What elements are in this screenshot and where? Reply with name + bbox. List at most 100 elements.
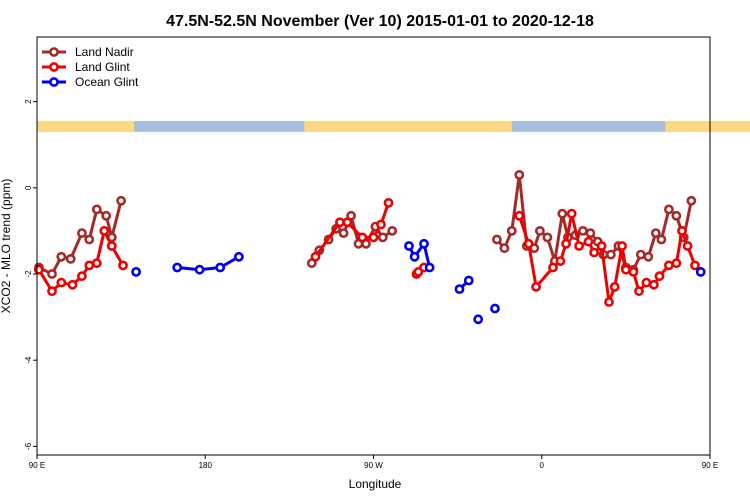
data-point: [490, 303, 500, 314]
data-point: [557, 208, 568, 219]
data-point: [101, 210, 112, 221]
data-point: [215, 262, 226, 273]
data-point: [116, 195, 126, 206]
data-point: [671, 258, 682, 269]
legend-label: Land Nadir: [75, 45, 134, 59]
x-tick-label: 90 E: [702, 461, 718, 470]
data-point: [99, 225, 110, 236]
series-line: [37, 229, 125, 293]
y-tick-label: 0: [24, 185, 33, 190]
data-point: [574, 241, 584, 251]
x-axis-label: Longitude: [349, 477, 402, 491]
legend-item: Land Glint: [42, 60, 130, 74]
data-point: [664, 204, 674, 215]
data-point: [473, 314, 484, 325]
data-point: [77, 271, 87, 282]
data-point: [531, 281, 541, 292]
data-point: [628, 266, 639, 277]
data-point: [609, 281, 620, 292]
chart-title: 47.5N-52.5N November (Ver 10) 2015-01-01…: [166, 13, 594, 30]
data-point: [634, 286, 644, 297]
data-point: [387, 225, 398, 236]
data-point: [131, 266, 141, 277]
data-point: [34, 264, 44, 275]
y-tick-label: -2: [24, 270, 33, 278]
data-point: [589, 247, 599, 258]
x-tick-label: 90 W: [364, 461, 383, 470]
data-point: [77, 228, 87, 238]
data-point: [377, 232, 388, 243]
data-point: [596, 241, 607, 251]
data-point: [404, 241, 414, 251]
x-tick-label: 90 E: [29, 461, 45, 470]
data-point: [194, 264, 205, 275]
data-point: [506, 225, 517, 236]
data-point: [641, 277, 652, 288]
data-point: [463, 275, 474, 286]
data-point: [617, 241, 627, 251]
strip-land-segment: [304, 121, 512, 132]
legend-item: Land Nadir: [42, 45, 134, 59]
data-point: [604, 297, 614, 307]
data-point: [677, 225, 687, 236]
data-point: [583, 236, 594, 247]
data-point: [690, 260, 700, 271]
strip-land-segment: [665, 121, 750, 132]
data-point: [695, 266, 706, 277]
plot-frame: [36, 36, 711, 456]
data-point: [172, 262, 183, 273]
series-ocean-glint: [131, 238, 706, 325]
legend-item: Ocean Glint: [42, 75, 139, 89]
data-point: [621, 264, 631, 275]
series-layer: [34, 169, 706, 325]
legend-label: Land Glint: [75, 60, 130, 74]
data-point: [555, 256, 566, 266]
data-point: [106, 241, 117, 251]
data-point: [514, 169, 525, 180]
data-point: [91, 204, 102, 215]
data-point: [84, 260, 95, 271]
data-point: [656, 234, 667, 245]
y-tick-label: -6: [24, 442, 33, 450]
series-line: [177, 255, 240, 272]
data-point: [454, 284, 465, 294]
data-point: [67, 279, 78, 290]
data-point: [561, 238, 571, 249]
data-point: [118, 260, 128, 271]
data-point: [649, 279, 659, 290]
data-point: [233, 251, 244, 262]
legend-label: Ocean Glint: [75, 75, 139, 89]
data-point: [686, 195, 697, 206]
legend-marker: [49, 62, 59, 72]
series-line: [517, 212, 697, 304]
data-point: [499, 243, 510, 254]
data-point: [376, 219, 386, 230]
y-axis-label: XCO2 - MLO trend (ppm): [0, 179, 13, 314]
y-tick-label: -4: [24, 356, 33, 364]
data-point: [409, 251, 420, 262]
data-point: [342, 217, 353, 228]
data-point: [383, 197, 394, 208]
data-point: [419, 238, 429, 249]
data-point: [357, 232, 368, 243]
x-axis: 90 E 180 90 W 0 90 E: [29, 455, 718, 470]
data-point: [566, 208, 577, 219]
data-point: [491, 234, 502, 245]
data-point: [424, 262, 435, 273]
series-line: [407, 242, 432, 268]
data-point: [47, 269, 57, 279]
x-tick-label: 0: [540, 461, 545, 470]
y-axis: 2 0 -2 -4 -6: [24, 99, 37, 450]
data-point: [65, 253, 76, 264]
land-ocean-strip: [37, 121, 750, 132]
data-point: [671, 210, 682, 221]
legend-marker: [49, 47, 59, 57]
data-point: [548, 262, 558, 273]
data-point: [578, 225, 588, 236]
data-point: [664, 260, 674, 271]
data-point: [56, 251, 67, 262]
series-land-nadir: [34, 169, 697, 279]
data-point: [585, 228, 596, 238]
